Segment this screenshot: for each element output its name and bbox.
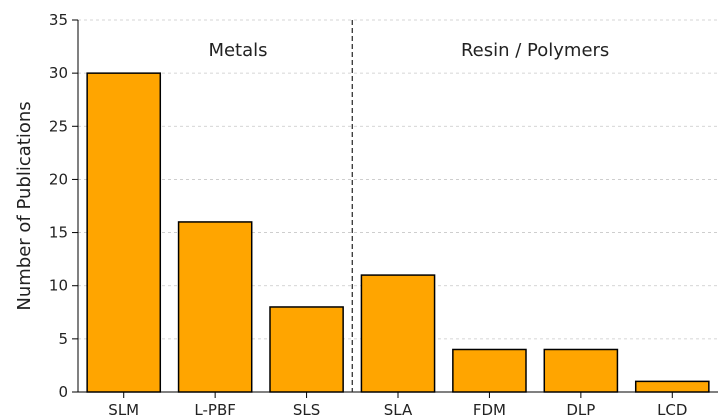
x-tick-label: SLM (108, 401, 139, 418)
x-tick-label: LCD (657, 401, 687, 418)
y-tick-label: 10 (49, 277, 68, 295)
x-tick-label: L-PBF (194, 401, 235, 418)
x-tick-label: SLA (384, 401, 413, 418)
x-ticks: SLM L-PBF SLS SLA FDM DLP LCD (108, 392, 687, 418)
group-label-metals: Metals (208, 40, 267, 61)
bars (86, 72, 710, 393)
x-tick-label: DLP (566, 401, 595, 418)
bar-fdm (452, 348, 527, 393)
y-tick-label: 0 (58, 383, 68, 401)
bar-l-pbf (177, 221, 253, 393)
x-tick-label: SLS (293, 401, 320, 418)
y-tick-label: 20 (49, 170, 68, 188)
bar-slm (86, 72, 162, 393)
y-tick-label: 25 (49, 117, 68, 135)
y-tick-label: 35 (49, 11, 68, 29)
y-tick-label: 15 (49, 224, 68, 242)
x-tick-label: FDM (473, 401, 506, 418)
y-tick-label: 5 (58, 330, 68, 348)
bar-sls (269, 306, 344, 393)
y-ticks: 0 5 10 15 20 25 30 35 (49, 11, 78, 401)
y-axis-title: Number of Publications (14, 101, 35, 310)
bar-dlp (543, 348, 619, 393)
bar-sla (360, 274, 436, 393)
bar-lcd (634, 380, 710, 393)
group-label-resin-polymers: Resin / Polymers (461, 40, 609, 61)
y-tick-label: 30 (49, 64, 68, 82)
